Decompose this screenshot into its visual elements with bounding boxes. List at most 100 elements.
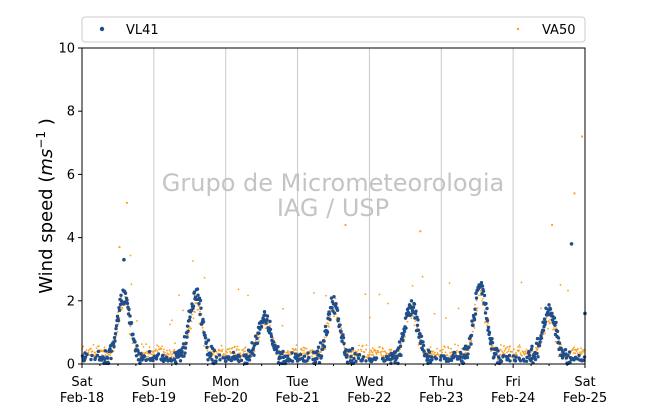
vl41-point: [182, 335, 187, 339]
vl41-point: [339, 330, 343, 334]
va50-point: [156, 350, 159, 352]
va50-point: [506, 345, 509, 348]
vl41-point: [269, 334, 274, 339]
vl41-point: [231, 350, 236, 355]
vl41-point: [332, 311, 337, 315]
va50-point: [376, 351, 378, 354]
vl41-point: [229, 358, 234, 363]
vl41-point: [542, 317, 547, 321]
vl41-point: [334, 301, 338, 306]
vl41-point: [535, 351, 539, 356]
va50-point: [574, 352, 576, 354]
vl41-point: [127, 307, 131, 312]
vl41-point: [449, 358, 454, 363]
vl41-point: [469, 342, 473, 346]
vl41-point: [182, 354, 186, 358]
vl41-point: [535, 336, 540, 341]
va50-point: [142, 345, 145, 348]
vl41-point: [555, 329, 560, 333]
vl41-point: [174, 361, 178, 366]
vl41-point: [199, 306, 203, 310]
vl41-point: [214, 359, 218, 363]
va50-point: [382, 354, 385, 357]
vl41-point: [109, 349, 114, 353]
va50-point: [295, 344, 298, 346]
legend-label-vl41: VL41: [126, 23, 159, 38]
va50-point: [475, 299, 478, 302]
vl41-point: [524, 359, 529, 364]
vl41-point: [490, 336, 494, 341]
va50-point: [553, 327, 555, 329]
va50-point: [117, 311, 119, 314]
vl41-point: [93, 356, 98, 360]
va50-point: [202, 329, 204, 332]
va50-point: [231, 346, 234, 349]
vl41-point-notable: [569, 242, 574, 246]
vl41-point: [332, 294, 336, 299]
y-tick-label: 6: [67, 168, 75, 183]
va50-point: [165, 353, 167, 356]
va50-point: [572, 352, 575, 355]
va50-point: [244, 346, 247, 349]
vl41-point: [316, 345, 321, 349]
va50-point: [519, 346, 521, 349]
vl41-point: [335, 308, 340, 312]
vl41-point: [513, 359, 518, 363]
va50-point: [370, 350, 373, 353]
va50-point: [478, 294, 480, 297]
vl41-point: [421, 343, 426, 348]
va50-point: [537, 346, 540, 349]
vl41-point: [325, 330, 330, 334]
vl41-point: [485, 318, 490, 323]
va50-point: [354, 354, 356, 357]
va50-point: [367, 354, 370, 356]
va50-point: [258, 340, 260, 342]
vl41-point: [128, 314, 132, 318]
vl41-point: [470, 319, 474, 323]
va50-point: [421, 275, 424, 278]
vl41-point: [548, 307, 553, 311]
va50-point: [282, 307, 284, 310]
vl41-point: [248, 354, 252, 358]
va50-point: [487, 322, 489, 325]
va50-point: [449, 352, 451, 354]
va50-point: [253, 350, 256, 353]
vl41-point: [196, 293, 200, 297]
vl41-point: [315, 349, 320, 353]
va50-point: [571, 349, 574, 352]
vl41-point: [154, 357, 159, 361]
va50-point: [521, 354, 523, 357]
vl41-point: [374, 356, 379, 360]
va50-point: [371, 351, 374, 354]
va50-point: [151, 353, 154, 356]
vl41-point: [184, 341, 188, 346]
va50-point: [511, 350, 513, 353]
va50-point: [456, 349, 458, 352]
vl41-point: [568, 360, 572, 364]
vl41-point: [244, 353, 248, 357]
va50-point: [479, 289, 482, 292]
x-tick-day: Mon: [212, 375, 239, 390]
y-axis-label-suffix: ): [36, 118, 57, 131]
x-axis: SatFeb-18SunFeb-19MonFeb-20TueFeb-21WedF…: [60, 364, 607, 406]
va50-point: [582, 350, 585, 353]
va50-point: [360, 350, 363, 353]
vl41-point: [419, 334, 424, 338]
vl41-point: [323, 324, 328, 329]
va50-point: [136, 320, 138, 322]
va50-point: [236, 345, 239, 348]
va50-point: [320, 351, 322, 353]
va50-point-notable: [118, 245, 121, 249]
va50-point: [382, 348, 384, 350]
va50-point: [482, 297, 484, 300]
vl41-point: [265, 314, 270, 318]
va50-point: [168, 353, 170, 356]
va50-point: [567, 289, 569, 292]
va50-point: [447, 347, 450, 349]
vl41-point: [418, 332, 422, 336]
va50-point: [323, 336, 326, 339]
vl41-point: [471, 323, 475, 328]
vl41-point: [125, 298, 129, 302]
vl41-point: [415, 315, 419, 319]
vl41-point: [147, 349, 152, 354]
